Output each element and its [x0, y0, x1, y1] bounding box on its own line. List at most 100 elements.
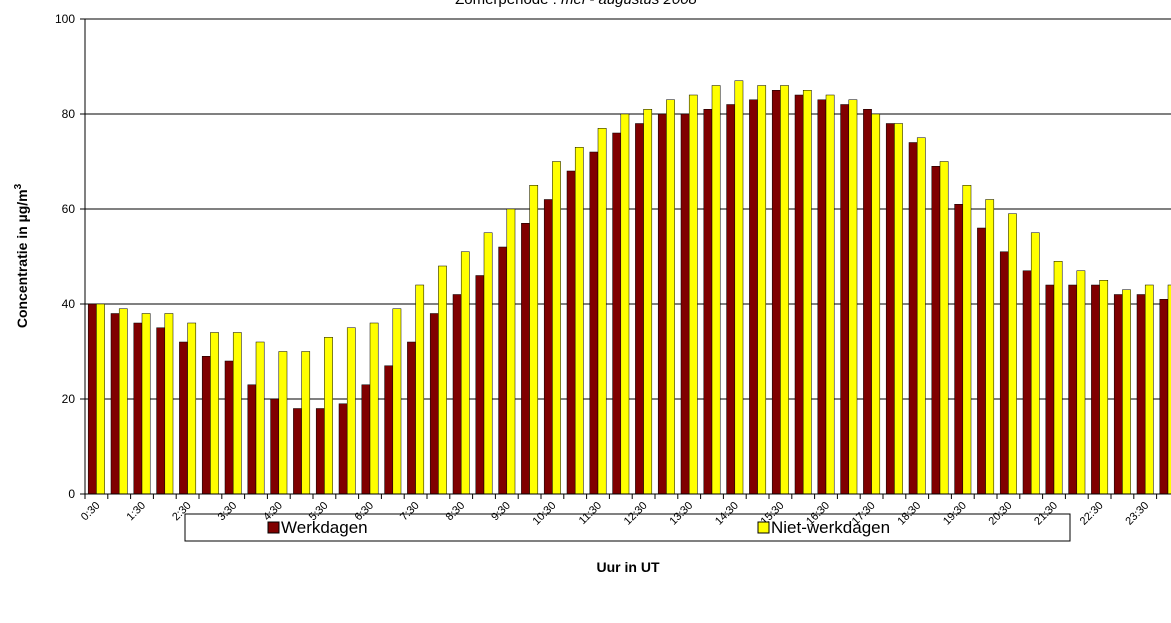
bar [954, 204, 964, 495]
bar [1099, 280, 1109, 495]
x-tick-label: 1:30 [124, 500, 148, 524]
bar [247, 384, 257, 495]
bar [962, 185, 972, 495]
y-tick-label: 100 [55, 12, 75, 26]
bar [1167, 284, 1171, 495]
bar [734, 80, 744, 495]
bar [141, 313, 151, 495]
bar [848, 99, 858, 495]
x-tick-label: 23:30 [1123, 500, 1151, 528]
bar [657, 113, 667, 495]
bar [543, 199, 553, 495]
bar [118, 308, 128, 495]
bar [452, 294, 462, 495]
bar [156, 327, 166, 495]
bar [1008, 213, 1017, 495]
bar [315, 408, 325, 495]
bar [255, 341, 265, 495]
bar [999, 251, 1009, 495]
bar [1122, 289, 1131, 495]
y-tick-label: 20 [62, 392, 76, 406]
bar [521, 223, 530, 495]
bar [179, 341, 188, 495]
bar [384, 365, 394, 495]
bar [771, 90, 781, 495]
bar [620, 113, 630, 495]
bar [985, 199, 995, 495]
legend-swatch [757, 521, 770, 534]
bar [133, 322, 143, 495]
bar [1091, 284, 1100, 495]
bar [794, 94, 804, 495]
bar [438, 265, 447, 495]
bar [688, 94, 698, 495]
bar [566, 170, 576, 495]
bar [780, 85, 789, 495]
bar [1076, 270, 1086, 495]
bar [589, 151, 599, 495]
legend-label: Niet-werkdagen [771, 518, 890, 537]
bar [301, 351, 311, 495]
bar [529, 185, 539, 495]
bar [392, 308, 402, 495]
bar [1136, 294, 1146, 495]
bar [817, 99, 827, 495]
bar [506, 208, 516, 495]
bar [894, 123, 903, 495]
bar [612, 132, 622, 495]
bar [96, 303, 105, 495]
x-axis-label: Uur in UT [597, 559, 660, 575]
bar [407, 341, 416, 495]
bar [346, 327, 356, 495]
bar [278, 351, 288, 495]
y-tick-label: 80 [62, 107, 76, 121]
bar [369, 322, 379, 495]
y-axis-label: Concentratie in µg/m3 [13, 183, 30, 328]
bar [871, 113, 881, 495]
bar [574, 147, 584, 495]
bar [931, 166, 941, 495]
bar [916, 137, 926, 495]
bar [1068, 284, 1078, 495]
bar [483, 232, 493, 495]
bar [210, 332, 219, 495]
bar [338, 403, 348, 495]
bar [1144, 284, 1154, 495]
bar [977, 227, 986, 495]
bar [1159, 299, 1169, 495]
bar [840, 104, 850, 495]
bar [429, 313, 439, 495]
bar [939, 161, 949, 495]
bar [324, 337, 333, 495]
bar [908, 142, 918, 495]
bar [415, 284, 425, 495]
x-tick-label: 0:30 [79, 500, 103, 524]
y-label-sup: 3 [13, 183, 24, 189]
bar [164, 313, 174, 495]
bar [1030, 232, 1040, 495]
chart-title: Zomerperiode : mei - augustus 2008 [455, 0, 697, 8]
bar [498, 246, 508, 495]
bar [703, 109, 713, 495]
title-italic: mei - augustus 2008 [561, 0, 698, 8]
legend-swatch [267, 521, 280, 534]
bar [232, 332, 242, 495]
bar [666, 99, 675, 495]
bar [680, 113, 690, 495]
title: Zomerperiode : [455, 0, 561, 8]
bar [475, 275, 485, 495]
bar [270, 398, 280, 495]
bar [201, 356, 211, 495]
bar [863, 109, 872, 495]
bar [552, 161, 561, 495]
bar [1022, 270, 1032, 495]
bar [1053, 261, 1063, 495]
bar [643, 109, 653, 495]
legend-box [184, 513, 1071, 542]
bar [1113, 294, 1123, 495]
bar [187, 322, 197, 495]
y-label-text: Concentratie in µg/m [14, 189, 30, 328]
legend-label: Werkdagen [281, 518, 368, 537]
bar [825, 94, 835, 495]
y-tick-label: 40 [62, 297, 76, 311]
